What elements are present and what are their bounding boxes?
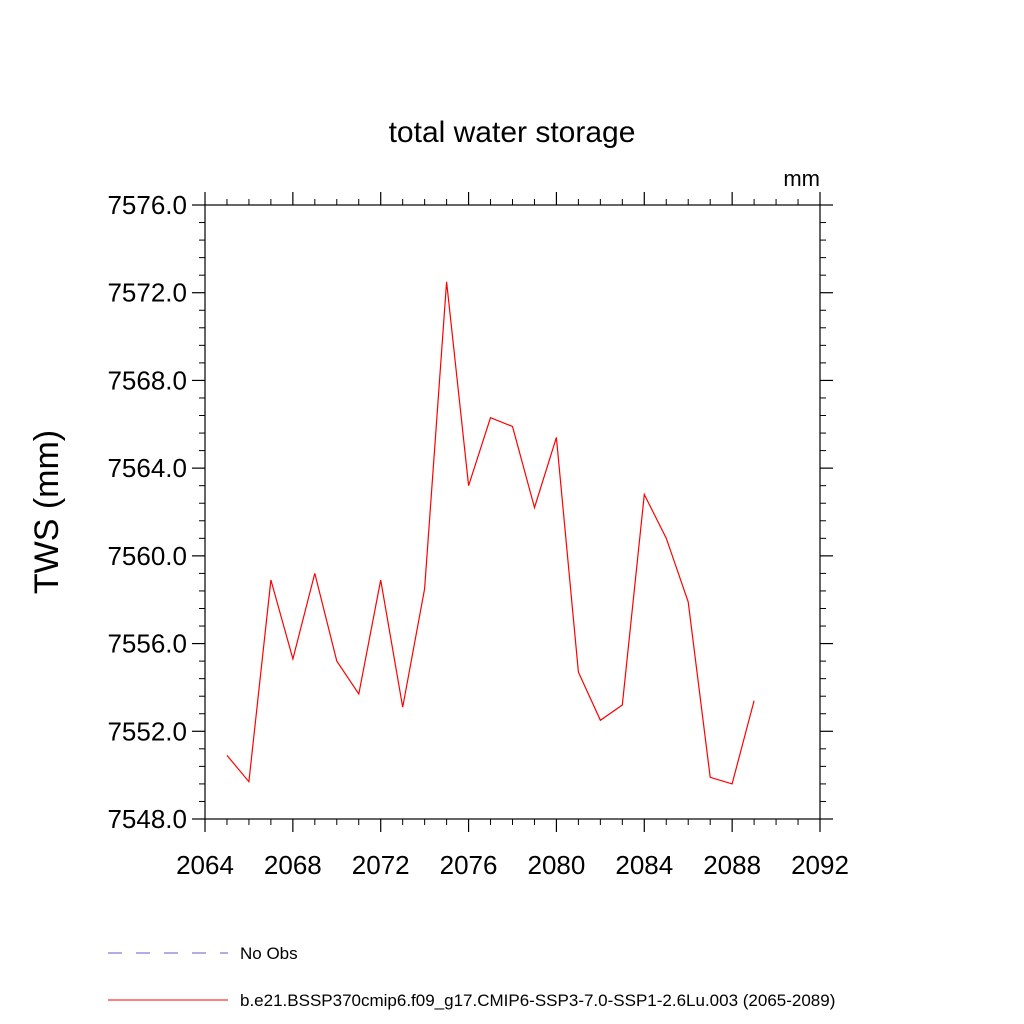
y-tick-label: 7564.0 [107,453,187,483]
series-line-0 [226,281,755,785]
x-tick-label: 2072 [352,850,410,880]
y-tick-label: 7572.0 [107,278,187,308]
legend-label-1: b.e21.BSSP370cmip6.f09_g17.CMIP6-SSP3-7.… [240,991,835,1010]
legend-label-0: No Obs [240,944,298,963]
x-tick-label: 2064 [176,850,234,880]
x-tick-labels: 2064 2068 2072 2076 2080 2084 2088 2092 [176,850,849,880]
y-tick-label: 7552.0 [107,716,187,746]
y-axis-label: TWS (mm) [28,430,66,594]
y-tick-label: 7556.0 [107,629,187,659]
y-tick-label: 7568.0 [107,365,187,395]
axis-ticks [192,192,833,832]
x-tick-label: 2080 [528,850,586,880]
y-tick-label: 7576.0 [107,190,187,220]
x-tick-label: 2092 [791,850,849,880]
units-label: mm [783,166,820,191]
legend: No Obs b.e21.BSSP370cmip6.f09_g17.CMIP6-S… [108,944,835,1010]
x-tick-label: 2084 [615,850,673,880]
y-tick-labels: 7548.0 7552.0 7556.0 7560.0 7564.0 7568.0 7572… [107,190,187,834]
x-tick-label: 2088 [703,850,761,880]
x-tick-label: 2076 [440,850,498,880]
chart-title: total water storage [389,116,636,149]
series-layer [226,281,755,785]
y-tick-label: 7548.0 [107,804,187,834]
x-tick-label: 2068 [264,850,322,880]
plot-frame [204,204,821,820]
y-tick-label: 7560.0 [107,541,187,571]
